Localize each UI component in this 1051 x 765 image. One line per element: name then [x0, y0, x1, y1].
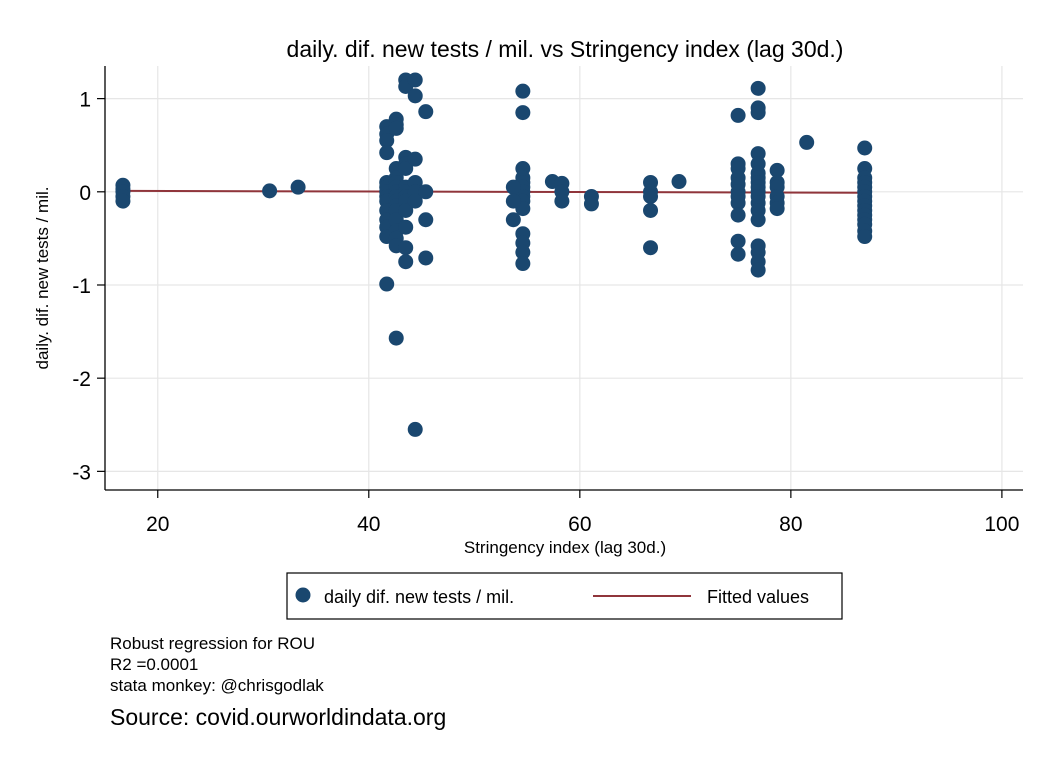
grid-lines — [105, 66, 1023, 490]
data-point — [515, 83, 531, 99]
data-point — [750, 146, 766, 162]
y-tick-label: 0 — [79, 182, 91, 205]
data-point — [643, 240, 659, 256]
data-point — [750, 80, 766, 96]
data-point — [857, 229, 873, 245]
data-point — [643, 202, 659, 218]
data-point — [418, 212, 434, 228]
data-point — [407, 88, 423, 104]
x-tick-label: 80 — [779, 513, 802, 536]
chart-notes: Robust regression for ROU R2 =0.0001 sta… — [110, 633, 446, 732]
data-point — [398, 240, 414, 256]
data-point — [407, 151, 423, 167]
data-point — [515, 105, 531, 121]
data-point — [583, 196, 599, 212]
x-tick-label: 40 — [357, 513, 380, 536]
data-point — [418, 250, 434, 266]
x-tick-label: 60 — [568, 513, 591, 536]
data-point — [643, 188, 659, 204]
data-point — [505, 212, 521, 228]
data-point — [398, 161, 414, 177]
data-point — [505, 179, 521, 195]
data-point — [290, 179, 306, 195]
data-point — [398, 219, 414, 235]
data-point — [750, 212, 766, 228]
data-point — [505, 193, 521, 209]
data-point — [671, 174, 687, 190]
legend-marker-dot — [295, 587, 311, 603]
data-point — [115, 193, 131, 209]
data-point — [857, 140, 873, 156]
data-point — [379, 133, 395, 149]
chart-title: daily. dif. new tests / mil. vs Stringen… — [287, 36, 844, 62]
data-point — [418, 104, 434, 120]
scatter-points — [115, 72, 873, 437]
data-point — [769, 162, 785, 178]
x-tick-label: 20 — [146, 513, 169, 536]
note-r2: R2 =0.0001 — [110, 655, 199, 674]
legend-box — [286, 572, 843, 620]
data-point — [730, 107, 746, 123]
data-point — [750, 105, 766, 121]
note-source: Source: covid.ourworldindata.org — [110, 704, 447, 730]
data-point — [750, 262, 766, 278]
y-tick-label: -1 — [72, 275, 91, 298]
y-axis-label: daily. dif. new tests / mil. — [33, 187, 52, 370]
data-point — [730, 207, 746, 223]
x-tick-label: 100 — [984, 513, 1019, 536]
data-point — [730, 233, 746, 249]
y-tick-label: 1 — [79, 89, 91, 112]
data-point — [398, 254, 414, 270]
data-point — [379, 276, 395, 292]
legend-label-fitted: Fitted values — [707, 587, 809, 607]
note-regression: Robust regression for ROU — [110, 634, 316, 653]
data-point — [515, 244, 531, 260]
data-point — [407, 193, 423, 209]
data-point — [407, 421, 423, 437]
note-author: stata monkey: @chrisgodlak — [110, 676, 324, 695]
data-point — [730, 195, 746, 211]
legend: daily dif. new tests / mil. Fitted value… — [286, 572, 843, 620]
data-point — [554, 193, 570, 209]
data-point — [418, 184, 434, 200]
legend-label-scatter: daily dif. new tests / mil. — [324, 587, 514, 607]
data-point — [515, 256, 531, 272]
data-point — [398, 202, 414, 218]
data-point — [388, 120, 404, 136]
data-point — [769, 201, 785, 217]
y-tick-label: -2 — [72, 368, 91, 391]
data-point — [799, 134, 815, 150]
data-point — [730, 246, 746, 262]
data-point — [379, 145, 395, 161]
axes: 20 40 60 80 100 1 0 -1 -2 -3 — [72, 66, 1023, 536]
x-axis-label: Stringency index (lag 30d.) — [464, 538, 666, 557]
data-point — [388, 330, 404, 346]
data-point — [407, 72, 423, 88]
y-tick-label: -3 — [72, 461, 91, 484]
data-point — [262, 183, 278, 199]
